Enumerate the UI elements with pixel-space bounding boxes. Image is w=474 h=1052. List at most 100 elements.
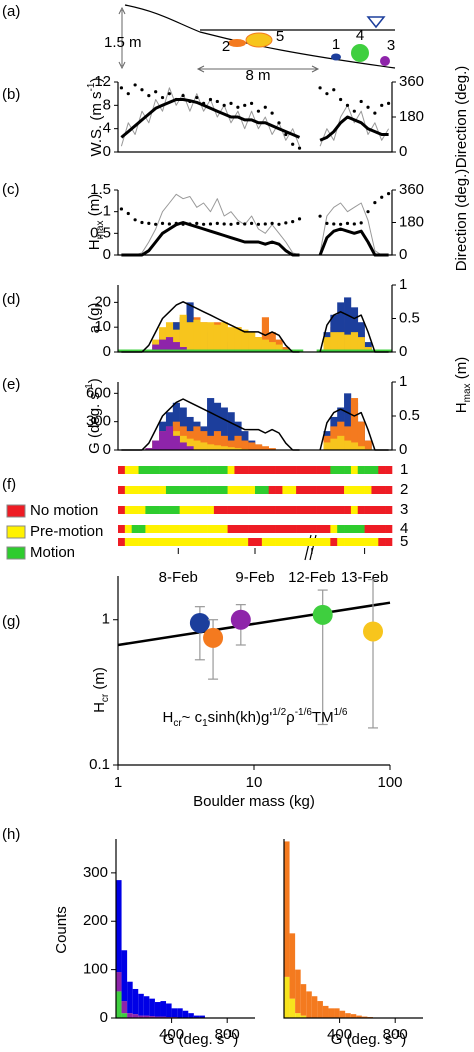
bar — [248, 442, 256, 450]
bar — [186, 322, 194, 352]
bar — [200, 442, 208, 450]
dot — [256, 222, 261, 226]
histogram-bar — [193, 1015, 200, 1018]
motion-segment — [357, 486, 365, 494]
motion-segment — [200, 538, 208, 546]
motion-segment — [289, 506, 297, 514]
motion-segment — [309, 486, 317, 494]
dot — [366, 210, 370, 214]
histogram-bar — [289, 933, 296, 999]
dot — [284, 132, 288, 137]
motion-segment — [220, 506, 228, 514]
y-tick-label: 1.5 — [90, 181, 111, 198]
histogram-bar — [322, 1005, 329, 1018]
motion-segment — [364, 486, 372, 494]
motion-segment — [145, 466, 153, 474]
motion-segment — [378, 538, 386, 546]
histogram-bar — [160, 1001, 167, 1017]
panel-label: (a) — [2, 3, 20, 20]
bar — [344, 426, 352, 450]
motion-segment — [145, 525, 153, 533]
histogram-bar — [171, 1008, 178, 1018]
dot — [359, 221, 363, 225]
bar — [227, 440, 235, 450]
arrow-heads — [118, 6, 126, 70]
legend-swatch — [6, 546, 26, 560]
y2-tick-label: 1 — [399, 276, 407, 293]
row-label: 1 — [400, 461, 408, 478]
x-tick-label: 12-Feb — [288, 569, 336, 586]
dot — [277, 222, 281, 226]
motion-segment — [275, 506, 283, 514]
dot — [160, 95, 165, 100]
y-axis-label: a (g) — [86, 303, 103, 334]
bar — [179, 442, 187, 450]
boulder — [380, 56, 390, 66]
label-part: cr — [173, 718, 182, 729]
label-part: ρ — [286, 709, 295, 726]
label-part: ) — [86, 378, 103, 383]
dot — [133, 218, 137, 222]
motion-segment — [227, 486, 235, 494]
histogram-bar — [143, 1015, 150, 1018]
motion-segment — [323, 538, 331, 546]
dot — [332, 88, 336, 92]
bar — [165, 337, 174, 352]
bar — [357, 337, 365, 352]
bar — [207, 435, 215, 450]
dot — [160, 221, 165, 226]
motion-segment — [248, 486, 256, 494]
motion-segment — [323, 506, 331, 514]
bar — [159, 349, 167, 352]
bar — [213, 445, 222, 450]
label-part: H — [453, 402, 470, 413]
x-axis-label: G (deg. s-1) — [331, 1029, 407, 1048]
motion-segment — [268, 506, 276, 514]
motion-segment — [289, 525, 297, 533]
dot — [222, 103, 226, 107]
bar — [337, 332, 345, 352]
boulder — [245, 32, 273, 48]
y-tick-label: 0 — [103, 246, 111, 263]
bar — [213, 431, 222, 450]
motion-segment — [316, 486, 324, 494]
x-tick-label: 10 — [246, 774, 263, 791]
row-label: 4 — [400, 520, 408, 537]
motion-segment — [200, 466, 208, 474]
bar — [131, 349, 139, 352]
dot — [215, 99, 219, 104]
bar — [220, 322, 228, 352]
motion-segment — [248, 466, 256, 474]
bar — [220, 407, 228, 450]
label-part: H — [91, 702, 108, 713]
y2-tick-label: 360 — [399, 73, 424, 90]
motion-segment — [337, 506, 345, 514]
histogram-bar — [300, 1015, 307, 1018]
bar — [200, 349, 208, 352]
motion-segment — [193, 486, 201, 494]
motion-segment — [159, 525, 167, 533]
motion-segment — [131, 525, 139, 533]
motion-segment — [344, 506, 352, 514]
fit-line — [117, 601, 391, 647]
dot — [188, 222, 192, 226]
bar — [357, 349, 365, 352]
bar — [186, 438, 194, 450]
motion-segment — [289, 486, 297, 494]
label-part: ~ c — [182, 709, 203, 726]
bar — [261, 339, 269, 352]
x-tick-label: 13-Feb — [341, 569, 389, 586]
dot — [181, 222, 185, 226]
dot — [174, 221, 178, 226]
histogram-bar — [143, 996, 150, 1016]
histogram-bar — [284, 841, 290, 977]
bar — [213, 349, 222, 352]
bar — [268, 342, 276, 352]
dot — [208, 97, 213, 102]
motion-segment — [316, 538, 324, 546]
dot — [126, 211, 130, 216]
motion-segment — [371, 486, 379, 494]
y-axis-label: Hcr (m) — [91, 667, 111, 713]
motion-segment — [118, 538, 126, 546]
boulder-label: 1 — [332, 36, 340, 53]
